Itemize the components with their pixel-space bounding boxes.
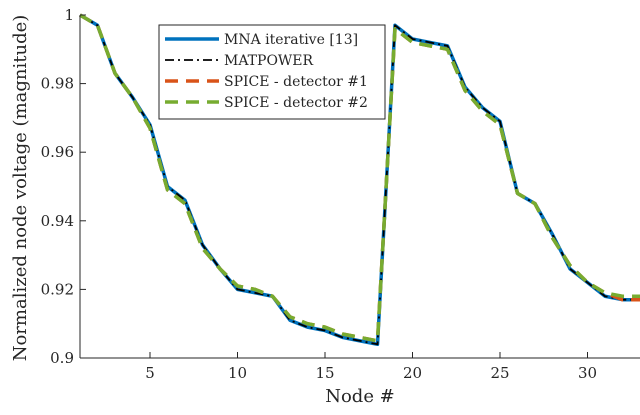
legend: MNA iterative [13] MATPOWER SPICE - detect… [158,24,386,120]
axes-group [79,15,640,359]
y-tick-label: 0.96 [41,143,74,161]
legend-label-2: MATPOWER [224,53,314,69]
y-tick-label: 1 [64,6,74,24]
x-tick-label: 10 [228,364,247,382]
series-line-4 [79,13,640,343]
x-tick-label: 25 [490,364,509,382]
y-tick-label: 0.94 [41,212,74,230]
legend-label-1: MNA iterative [13] [224,32,358,48]
y-tick-label: 0.92 [41,280,74,298]
x-axis-title: Node # [325,386,395,407]
legend-label-3: SPICE - detector #1 [224,74,368,90]
x-tick-label: 30 [578,364,597,382]
legend-label-4: SPICE - detector #2 [224,95,368,111]
plot-series-group [79,13,640,347]
x-tick-label: 20 [403,364,422,382]
x-tick-label: 15 [315,364,334,382]
y-tick-label: 0.98 [41,75,74,93]
x-tick-label: 5 [145,364,155,382]
y-axis-title: Normalized node voltage (magnitude) [10,15,31,362]
y-tick-label: 0.9 [50,349,74,367]
ticks-group: 5 10 15 20 25 30 0.9 0.92 0.94 0.96 0.98 1 [41,6,597,382]
